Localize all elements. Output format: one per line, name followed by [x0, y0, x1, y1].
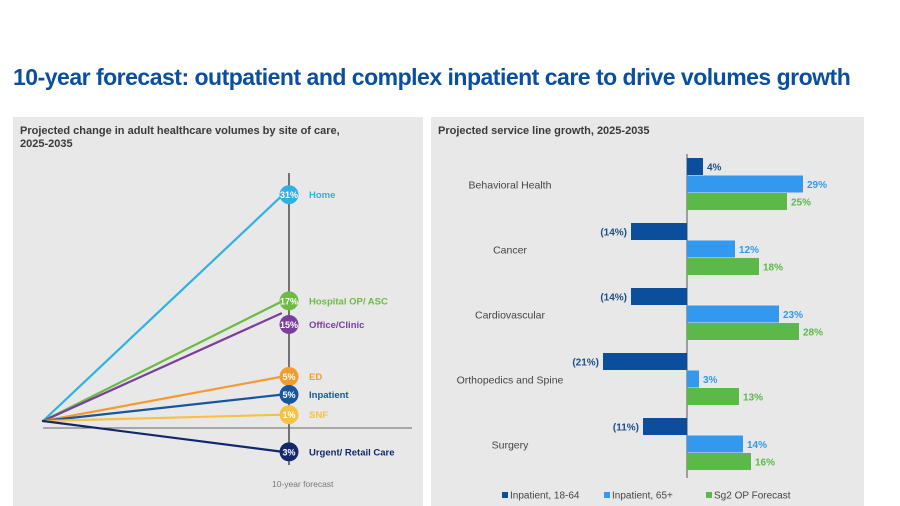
bar-cancer-inpatient-18-64	[631, 223, 687, 240]
data-label-cardiovascular-1: 23%	[783, 310, 803, 321]
data-label-cancer-0: (14%)	[600, 227, 627, 238]
site-of-care-chart-panel: Projected change in adult healthcare vol…	[13, 117, 423, 506]
series-line-ed	[41, 375, 285, 423]
data-label-cancer-2: 18%	[763, 262, 783, 273]
category-label-cancer: Cancer	[493, 244, 527, 256]
category-label-behavioral-health: Behavioral Health	[469, 179, 552, 191]
series-marker-inpatient	[279, 385, 299, 404]
legend-swatch-sg2-op-forecast	[706, 492, 712, 498]
x-axis-label: 10-year forecast	[272, 479, 334, 489]
bar-behavioral-health-inpatient-18-64	[687, 158, 703, 175]
bar-behavioral-health-sg2-op-forecast	[687, 193, 787, 210]
bar-orthopedics-and-spine-inpatient-65-	[687, 370, 699, 388]
series-name-label-snf: SNF	[309, 410, 328, 421]
series-marker-home	[279, 185, 299, 205]
data-label-surgery-2: 16%	[755, 457, 775, 468]
bar-behavioral-health-inpatient-65-	[687, 175, 803, 193]
data-label-surgery-0: (11%)	[613, 422, 639, 433]
bar-orthopedics-and-spine-inpatient-18-64	[603, 353, 687, 370]
series-value-label-snf: 1%	[282, 410, 295, 420]
data-label-cardiovascular-2: 28%	[803, 327, 823, 338]
bar-cardiovascular-sg2-op-forecast	[687, 323, 799, 340]
bar-orthopedics-and-spine-sg2-op-forecast	[687, 388, 739, 405]
series-line-office-clinic	[41, 312, 283, 423]
series-marker-urgent-retail-care	[279, 442, 299, 462]
bar-surgery-inpatient-65-	[687, 435, 743, 453]
series-value-label-ed: 5%	[282, 372, 295, 382]
series-name-label-ed: ED	[309, 372, 322, 383]
category-label-orthopedics-and-spine: Orthopedics and Spine	[457, 374, 564, 386]
category-label-surgery: Surgery	[492, 439, 530, 451]
series-name-label-home: Home	[309, 190, 335, 201]
series-value-label-hospital-op-asc: 17%	[280, 296, 298, 306]
bar-cardiovascular-inpatient-65-	[687, 305, 779, 323]
series-value-label-office-clinic: 15%	[280, 320, 298, 330]
site-of-care-chart-title: Projected change in adult healthcare vol…	[20, 125, 340, 150]
series-marker-snf	[279, 405, 299, 425]
series-line-hospital-op-asc	[41, 299, 285, 423]
series-name-label-urgent-retail-care: Urgent/ Retail Care	[309, 447, 395, 458]
legend-swatch-inpatient-65-	[604, 492, 610, 498]
series-name-label-hospital-op-asc: Hospital OP/ ASC	[309, 296, 388, 307]
series-value-label-urgent-retail-care: 3%	[282, 447, 295, 457]
data-label-surgery-1: 14%	[747, 440, 767, 451]
series-line-home	[41, 193, 285, 423]
legend-label-inpatient-18-64: Inpatient, 18-64	[510, 491, 580, 502]
series-name-label-inpatient: Inpatient	[309, 390, 349, 401]
bar-cancer-inpatient-65-	[687, 240, 735, 258]
series-marker-ed	[279, 367, 299, 386]
series-name-label-office-clinic: Office/Clinic	[309, 320, 364, 331]
legend-label-sg2-op-forecast: Sg2 OP Forecast	[714, 491, 791, 502]
series-value-label-home: 31%	[280, 190, 298, 200]
series-marker-hospital-op-asc	[279, 291, 299, 311]
series-marker-office-clinic	[279, 315, 299, 334]
legend-label-inpatient-65-: Inpatient, 65+	[612, 491, 673, 502]
data-label-behavioral-health-2: 25%	[791, 197, 811, 208]
series-line-inpatient	[41, 393, 285, 423]
bar-cancer-sg2-op-forecast	[687, 258, 759, 275]
legend-swatch-inpatient-18-64	[502, 492, 508, 498]
series-line-snf	[41, 413, 285, 423]
page-title: 10-year forecast: outpatient and complex…	[13, 64, 851, 90]
data-label-cancer-1: 12%	[739, 245, 759, 256]
bar-cardiovascular-inpatient-18-64	[631, 288, 687, 305]
data-label-behavioral-health-0: 4%	[707, 162, 722, 173]
data-label-orthopedics-and-spine-1: 3%	[703, 375, 718, 386]
category-label-cardiovascular: Cardiovascular	[475, 309, 546, 321]
series-line-urgent-retail-care	[41, 419, 285, 453]
bar-surgery-inpatient-18-64	[643, 418, 687, 435]
data-label-orthopedics-and-spine-2: 13%	[743, 392, 763, 403]
series-value-label-inpatient: 5%	[282, 390, 295, 400]
data-label-cardiovascular-0: (14%)	[600, 292, 627, 303]
service-line-chart-title: Projected service line growth, 2025-2035	[438, 125, 650, 137]
bar-surgery-sg2-op-forecast	[687, 453, 751, 470]
data-label-orthopedics-and-spine-0: (21%)	[572, 357, 599, 368]
data-label-behavioral-health-1: 29%	[807, 180, 827, 191]
